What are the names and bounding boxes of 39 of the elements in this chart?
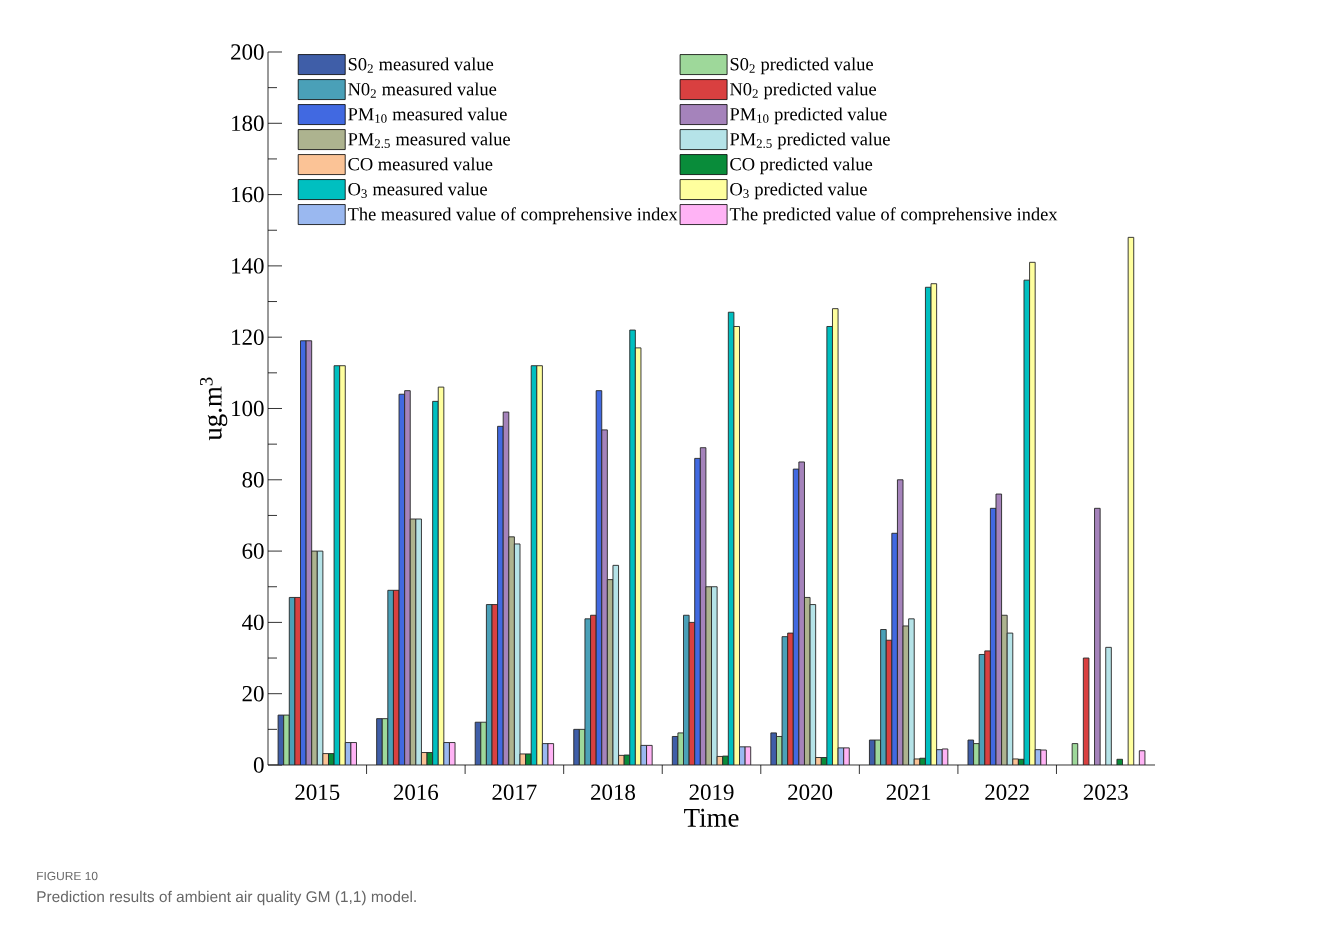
x-tick-label: 2021 <box>886 784 931 800</box>
legend-label: N0$_{2}$ measured value <box>348 82 497 98</box>
legend-label: O$_{3}$ measured value <box>348 182 487 198</box>
y-tick-label: 20 <box>242 685 264 702</box>
y-tick-label: 180 <box>232 115 264 132</box>
y-tick-label: 200 <box>231 44 264 60</box>
x-tick-label: 2022 <box>985 784 1029 800</box>
legend-label: The predicted value of comprehensive index <box>729 207 1058 225</box>
legend-label: The measured value of comprehensive index <box>347 207 678 225</box>
x-tick-label: 2023 <box>1083 784 1128 800</box>
y-tick-label: 120 <box>232 329 264 345</box>
x-tick-label: 2019 <box>689 784 734 800</box>
y-tick-label: 60 <box>242 543 264 559</box>
y-tick-label: 160 <box>232 186 264 203</box>
x-tick-label: 2016 <box>393 784 439 800</box>
y-tick-label: 40 <box>242 614 264 631</box>
legend-label: CO predicted value <box>730 157 873 175</box>
x-axis-title: Time <box>684 808 739 827</box>
x-tick-label: 2017 <box>492 784 537 800</box>
y-axis-title: ug.m$^{3}$ <box>200 377 228 441</box>
text: Prediction results of ambient air quality GM (1,1) model. <box>37 890 416 906</box>
legend-label: S0$_{2}$ predicted value <box>730 57 873 75</box>
y-tick-label: 80 <box>242 472 264 488</box>
x-tick-label: 2020 <box>788 784 833 800</box>
legend-label: N0$_{2}$ predicted value <box>730 82 877 100</box>
legend-label: O$_{3}$ predicted value <box>730 182 867 200</box>
bar <box>1116 758 1123 765</box>
x-tick-label: 2018 <box>591 784 636 800</box>
legend-label: PM$_{2.5}$ measured value <box>348 132 510 149</box>
legend-label: CO measured value <box>348 157 493 171</box>
legend-label: PM$_{10}$ predicted value <box>730 107 887 125</box>
y-tick-label: 0 <box>253 757 264 773</box>
y-tick-label: 100 <box>232 400 264 417</box>
legend-label: PM$_{2.5}$ predicted value <box>730 132 890 150</box>
caption: FIGURE 10 <box>37 871 98 881</box>
legend-label: PM$_{10}$ measured value <box>348 107 507 123</box>
x-tick-label: 2015 <box>295 784 340 800</box>
legend-label: S0$_{2}$ measured value <box>348 57 494 73</box>
y-tick-label: 140 <box>232 258 264 274</box>
